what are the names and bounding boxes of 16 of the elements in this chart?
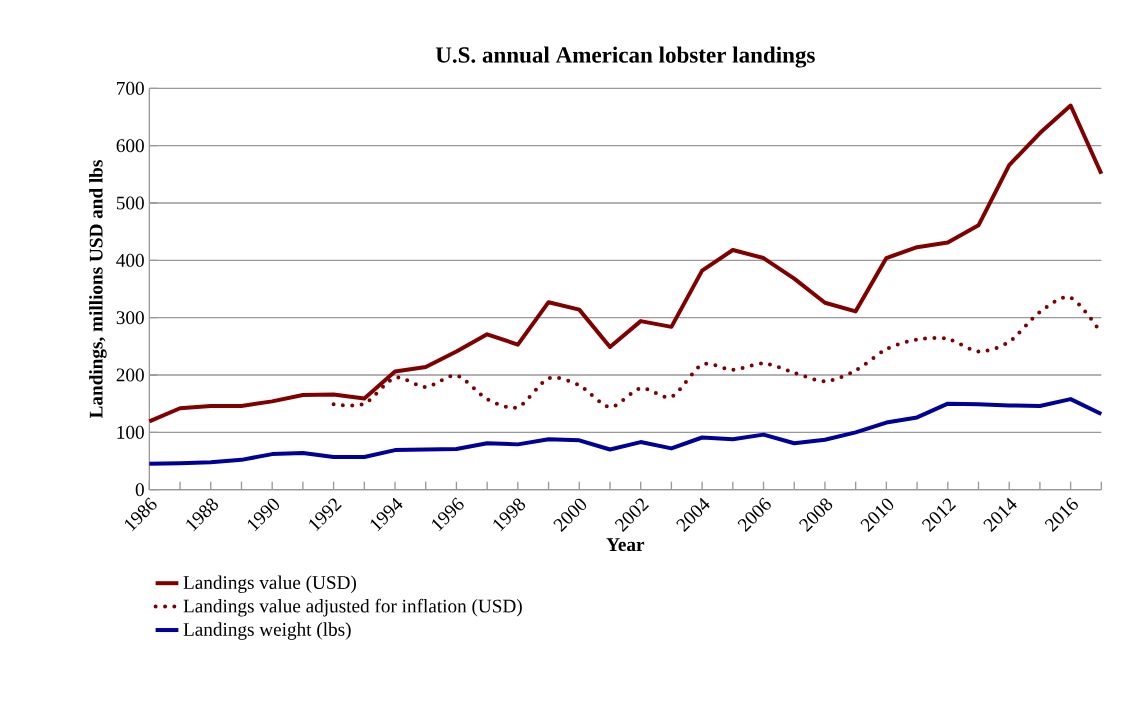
legend-label: Landings weight (lbs) bbox=[183, 622, 351, 640]
y-tick-label: 100 bbox=[117, 425, 144, 439]
y-tick-label: 300 bbox=[116, 311, 144, 325]
line-series bbox=[147, 397, 1104, 466]
line-series bbox=[147, 103, 1104, 424]
y-tick-label: 600 bbox=[116, 139, 144, 153]
legend-label: Landings value (USD) bbox=[183, 575, 356, 593]
y-axis-title: Landings, millions USD and lbs bbox=[89, 160, 107, 419]
y-tick-label: 200 bbox=[116, 368, 144, 382]
y-tick-label: 500 bbox=[116, 196, 144, 210]
x-axis-title: Year bbox=[606, 538, 645, 552]
y-tick-label: 400 bbox=[116, 253, 144, 267]
y-tick-label: 700 bbox=[117, 81, 144, 95]
chart-title: U.S. annual American lobster landings bbox=[435, 46, 815, 68]
y-tick-label: 0 bbox=[135, 483, 144, 497]
legend-label: Landings value adjusted for inflation (USD) bbox=[183, 598, 522, 617]
